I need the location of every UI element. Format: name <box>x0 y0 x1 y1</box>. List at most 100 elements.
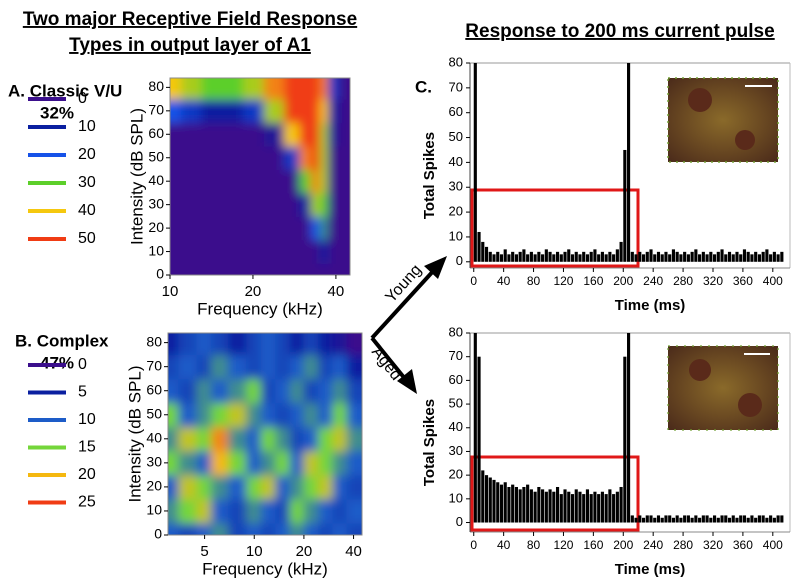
histogram-bar <box>761 515 765 523</box>
heatmap-cell <box>178 450 198 476</box>
heatmap-cell <box>168 498 179 524</box>
legend-label: 20 <box>78 146 96 163</box>
heatmap-cell <box>332 474 348 500</box>
histogram-bar <box>518 251 522 262</box>
y-tick-label: 80 <box>449 54 463 69</box>
histogram-bar <box>765 249 769 262</box>
heatmap-cell <box>243 239 265 264</box>
histogram-bar <box>727 251 732 262</box>
panel-label: C. <box>415 77 432 96</box>
histogram-bar <box>683 251 687 262</box>
histogram-bar <box>724 254 728 262</box>
heatmap-cell <box>338 122 350 147</box>
heatmap-cell <box>227 378 247 404</box>
histogram-bar <box>660 517 664 523</box>
heatmap-cell <box>201 239 223 264</box>
histogram-bar <box>533 254 537 262</box>
histogram-bar <box>511 251 515 262</box>
heatmap-cell <box>211 426 229 452</box>
x-tick-label: 160 <box>583 538 603 552</box>
x-tick-label: 240 <box>643 538 663 552</box>
heatmap-cell <box>332 333 348 356</box>
heatmap-cell <box>299 239 312 264</box>
histogram-bar <box>694 249 698 262</box>
histogram-bar <box>623 356 627 523</box>
histogram-bar <box>634 254 638 262</box>
histogram-bar <box>570 254 575 262</box>
figure-title: Types in output layer of A1 <box>69 35 311 56</box>
heatmap-cell <box>178 333 198 356</box>
heatmap-cell <box>289 402 305 428</box>
histogram-bar <box>619 486 623 523</box>
histogram-bar <box>488 477 492 523</box>
histogram-bar <box>574 489 578 523</box>
histogram-bar <box>600 251 604 262</box>
histogram-bar <box>481 241 485 262</box>
heatmap-cell <box>180 192 202 217</box>
histogram-bar <box>776 254 780 262</box>
histogram-bar <box>544 491 548 523</box>
heatmap-cell <box>201 99 223 124</box>
heatmap-cell <box>299 78 312 100</box>
histogram-bar <box>600 491 604 523</box>
highlight-box <box>470 455 640 532</box>
heatmap-cell <box>303 426 319 452</box>
heatmap-cell <box>196 354 212 380</box>
histogram-bar <box>627 333 631 523</box>
y-axis-label: Total Spikes <box>421 132 438 219</box>
heatmap-cell <box>299 216 312 241</box>
heatmap-cell <box>263 78 285 100</box>
histogram-bar <box>608 489 612 523</box>
histogram-bar <box>541 489 545 523</box>
histogram-bar <box>727 517 732 523</box>
histogram-bar <box>619 241 623 262</box>
histogram-bar <box>735 251 739 262</box>
x-tick-label: 80 <box>527 274 541 288</box>
heatmap-cell <box>319 192 329 217</box>
x-tick-label: 320 <box>703 274 723 288</box>
heatmap-cell <box>303 378 319 404</box>
heatmap-cell <box>310 169 321 194</box>
histogram-bar <box>634 517 638 523</box>
heatmap-cell <box>275 474 291 500</box>
heatmap-cell <box>221 99 244 124</box>
histogram-bar <box>701 515 705 523</box>
histogram-bar <box>769 254 773 262</box>
x-tick-label: 40 <box>497 538 511 552</box>
x-tick-label: 280 <box>673 538 693 552</box>
heatmap-cell <box>318 474 334 500</box>
histogram-bar <box>668 254 672 262</box>
heatmap-cell <box>196 474 212 500</box>
histogram-bar <box>671 517 676 523</box>
histogram-bar <box>709 517 713 523</box>
histogram-bar <box>742 249 747 262</box>
histogram-bar <box>630 251 634 262</box>
heatmap <box>168 333 362 535</box>
heatmap-cell <box>260 426 276 452</box>
heatmap-cell <box>246 474 262 500</box>
heatmap-cell <box>221 146 244 170</box>
histogram-bar <box>522 486 526 523</box>
x-tick-label: 10 <box>162 283 179 300</box>
histogram-bar <box>776 515 780 523</box>
heatmap-cell <box>310 78 321 100</box>
histogram-bar <box>765 517 769 523</box>
histogram-bar <box>593 249 597 262</box>
histogram-bar <box>503 249 507 262</box>
histogram-bar <box>638 251 642 262</box>
heatmap-cell <box>338 169 350 194</box>
heatmap-cell <box>346 498 362 524</box>
y-tick-label: 50 <box>449 396 463 411</box>
heatmap-cell <box>289 450 305 476</box>
heatmap-cell <box>283 263 300 275</box>
y-tick-label: 80 <box>148 78 164 94</box>
histogram-bar <box>567 491 571 523</box>
legend-label: 0 <box>78 90 87 107</box>
heatmap-cell <box>346 402 362 428</box>
legend-label: 25 <box>78 494 96 511</box>
histogram-bar <box>641 254 646 262</box>
x-tick-label: 0 <box>470 274 477 288</box>
heatmap-cell <box>246 450 262 476</box>
heatmap-cell <box>319 169 329 194</box>
heatmap-cell <box>310 99 321 124</box>
